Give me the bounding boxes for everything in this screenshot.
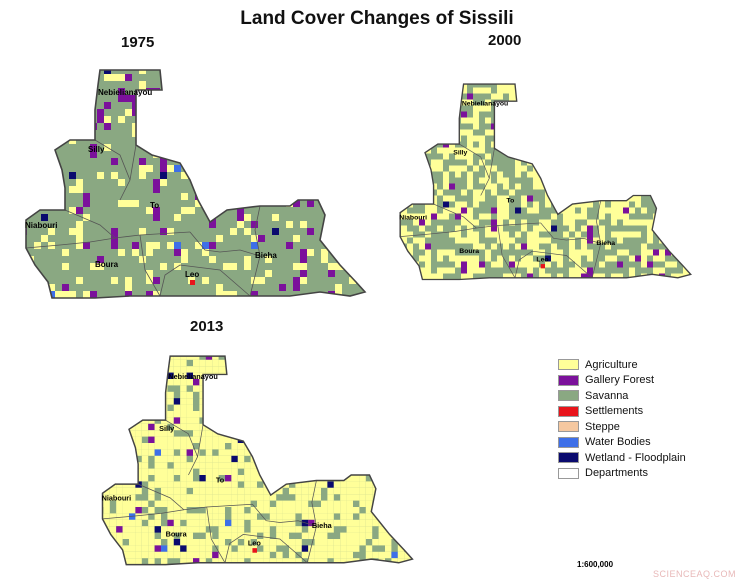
land-cover-cells	[102, 356, 413, 565]
map-title: Land Cover Changes of Sissili	[240, 8, 514, 29]
settlement-leo	[540, 264, 545, 269]
department-boundary	[137, 483, 253, 511]
legend: Agriculture Gallery Forest Savanna Settl…	[558, 357, 686, 481]
department-boundary	[306, 480, 317, 563]
legend-item-settlements: Settlements	[558, 404, 686, 420]
department-boundary	[540, 222, 601, 244]
department-label-niabouri: Niabouri	[102, 494, 132, 503]
province-outline	[101, 355, 414, 566]
legend-item-agriculture: Agriculture	[558, 357, 686, 373]
settlement-leo	[252, 548, 257, 553]
department-boundary	[224, 534, 308, 564]
department-label-nebielianayou: Nebielianayou	[98, 88, 152, 97]
map-1975: Nebielianayou Silly To Niabouri Boura Leo Bieh…	[25, 69, 367, 299]
legend-item-savanna: Savanna	[558, 388, 686, 404]
legend-swatch	[558, 405, 579, 417]
department-label-boura: Boura	[95, 260, 119, 269]
department-label-boura: Boura	[459, 248, 479, 255]
legend-item-wetland-floodplain: Wetland - Floodplain	[558, 450, 686, 466]
department-boundary	[459, 143, 490, 179]
settlement-leo	[190, 280, 195, 285]
department-boundary	[102, 509, 184, 520]
department-boundary	[165, 419, 198, 457]
department-label-silly: Silly	[88, 145, 105, 154]
watermark: SCIENCEAQ.COM	[653, 569, 737, 579]
legend-swatch	[558, 452, 579, 464]
department-label-bieha: Bieha	[596, 240, 615, 247]
department-boundary	[591, 200, 602, 278]
legend-swatch	[558, 467, 579, 479]
department-boundary	[189, 231, 261, 257]
legend-swatch	[558, 374, 579, 386]
department-boundary	[514, 250, 593, 279]
department-label-leo: Leo	[536, 257, 548, 264]
department-boundary	[497, 225, 516, 278]
year-label-2000: 2000	[488, 32, 522, 49]
department-label-to: To	[150, 201, 159, 210]
department-boundary	[159, 264, 251, 297]
department-label-niabouri: Niabouri	[25, 221, 57, 230]
year-label-1975: 1975	[121, 34, 155, 51]
department-boundary	[206, 506, 226, 563]
department-label-bieha: Bieha	[312, 521, 333, 530]
province-outline	[25, 69, 367, 299]
department-label-nebielianayou: Nebielianayou	[168, 372, 217, 381]
department-label-leo: Leo	[185, 270, 199, 279]
department-boundary	[480, 148, 495, 196]
legend-item-steppe: Steppe	[558, 419, 686, 435]
province-outline	[399, 83, 692, 281]
legend-swatch	[558, 436, 579, 448]
department-boundary	[249, 205, 261, 297]
department-boundary	[433, 203, 541, 229]
scale-text: 1:600,000	[577, 560, 614, 569]
department-label-silly: Silly	[159, 424, 175, 433]
department-boundary	[25, 237, 116, 249]
department-label-boura: Boura	[166, 529, 188, 538]
department-label-to: To	[506, 197, 514, 204]
department-label-leo: Leo	[248, 538, 262, 547]
department-boundary	[400, 227, 477, 237]
legend-item-gallery-forest: Gallery Forest	[558, 373, 686, 389]
department-boundary	[188, 424, 204, 476]
department-boundary	[139, 234, 161, 297]
department-boundary	[64, 209, 191, 239]
department-label-nebielianayou: Nebielianayou	[462, 101, 508, 108]
year-label-2013: 2013	[190, 318, 224, 335]
department-label-bieha: Bieha	[255, 251, 277, 260]
department-label-niabouri: Niabouri	[399, 214, 427, 221]
department-label-to: To	[216, 475, 225, 484]
legend-swatch	[558, 359, 579, 371]
legend-swatch	[558, 421, 579, 433]
map-2000: Nebielianayou Silly To Niabouri Boura Leo Bieh…	[399, 83, 692, 281]
department-boundary	[94, 139, 131, 181]
legend-item-departments: Departments	[558, 466, 686, 482]
map-2013: Nebielianayou Silly To Niabouri Boura Leo Bieh…	[101, 355, 414, 566]
department-label-silly: Silly	[453, 149, 467, 156]
legend-swatch	[558, 390, 579, 402]
department-boundary	[252, 504, 317, 527]
legend-item-water-bodies: Water Bodies	[558, 435, 686, 451]
